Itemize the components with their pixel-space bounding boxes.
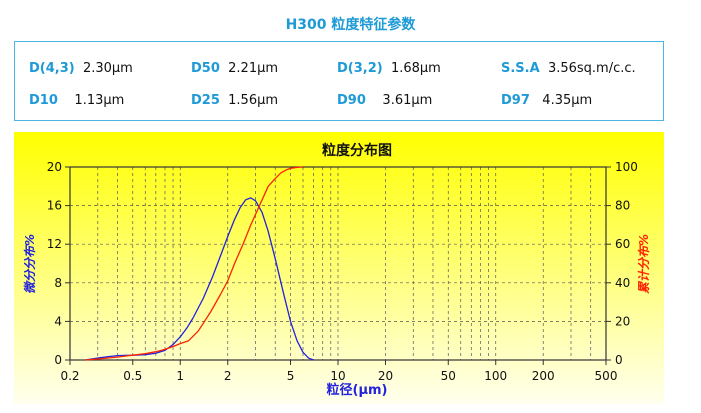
right-y-tick-label: 0 xyxy=(615,353,623,367)
x-tick-label: 100 xyxy=(484,369,507,383)
left-axis-label: 微分分布% xyxy=(23,234,37,294)
param-value: 3.61μm xyxy=(382,93,433,108)
x-tick-label: 5 xyxy=(287,369,295,383)
left-y-tick-label: 0 xyxy=(54,353,62,367)
differential-distribution-line xyxy=(85,197,314,361)
param-d50: D50 2.21μm xyxy=(191,61,278,76)
chart-axes: 0.2 0.5 1 2 5 10 20 50 100 200 5000481216200204060… xyxy=(47,160,638,383)
chart-grid xyxy=(70,167,606,360)
param-key: D97 xyxy=(501,93,530,108)
x-tick-label: 20 xyxy=(378,369,393,383)
left-y-tick-label: 20 xyxy=(47,160,62,174)
left-y-tick-label: 8 xyxy=(54,276,62,290)
x-tick-label: 500 xyxy=(595,369,618,383)
param-value: 1.68μm xyxy=(390,61,441,76)
chart-series xyxy=(85,166,314,361)
param-key: D90 xyxy=(337,93,366,108)
particle-size-chart: 粒度分布图 0.2 0.5 1 2 5 10 20 50 100 200 500 0 4 8 12 16 20 0… xyxy=(14,132,664,404)
left-y-tick-label: 4 xyxy=(54,314,62,328)
param-value: 1.56μm xyxy=(228,93,279,108)
param-key: S.S.A xyxy=(501,61,540,76)
param-value: 3.56sq.m/c.c. xyxy=(547,61,636,76)
right-y-tick-label: 100 xyxy=(615,160,638,174)
x-tick-label: 2 xyxy=(224,369,232,383)
right-y-tick-label: 60 xyxy=(615,237,630,251)
x-tick-label: 1 xyxy=(176,369,184,383)
chart-background xyxy=(14,132,664,404)
param-d90: D90 3.61μm xyxy=(337,93,432,108)
cumulative-distribution-line xyxy=(85,166,304,361)
param-d43: D(4,3) 2.30μm xyxy=(29,61,133,76)
x-axis-label: 粒径(μm) xyxy=(327,382,388,398)
chart-title: 粒度分布图 xyxy=(322,142,392,159)
param-d25: D25 1.56μm xyxy=(191,93,278,108)
right-y-tick-label: 80 xyxy=(615,199,630,213)
param-key: D10 xyxy=(29,93,58,108)
param-key: D(3,2) xyxy=(337,61,383,76)
x-tick-label: 50 xyxy=(441,369,456,383)
param-key: D25 xyxy=(191,93,220,108)
param-key: D50 xyxy=(191,61,220,76)
left-y-tick-label: 16 xyxy=(47,199,62,213)
param-d97: D97 4.35μm xyxy=(501,93,592,108)
parameters-panel: D(4,3) 2.30μm D50 2.21μm D(3,2) 1.68μm S… xyxy=(14,41,664,121)
param-value: 4.35μm xyxy=(542,93,593,108)
x-tick-label: 0.2 xyxy=(60,369,79,383)
param-value: 2.21μm xyxy=(228,61,279,76)
param-value: 2.30μm xyxy=(82,61,133,76)
right-y-tick-label: 40 xyxy=(615,276,630,290)
chart-svg: 粒度分布图 0.2 0.5 1 2 5 10 20 50 100 200 5000481216200… xyxy=(14,132,664,404)
right-axis-label: 累计分布% xyxy=(637,234,651,294)
x-tick-label: 0.5 xyxy=(123,369,142,383)
x-tick-label: 10 xyxy=(330,369,345,383)
param-key: D(4,3) xyxy=(29,61,75,76)
page-title: H300 粒度特征参数 xyxy=(285,17,416,33)
param-d10: D10 1.13μm xyxy=(29,93,124,108)
x-tick-label: 200 xyxy=(532,369,555,383)
param-value: 1.13μm xyxy=(74,93,125,108)
param-ssa: S.S.A 3.56sq.m/c.c. xyxy=(501,61,636,76)
left-y-tick-label: 12 xyxy=(47,237,62,251)
right-y-tick-label: 20 xyxy=(615,314,630,328)
param-d32: D(3,2) 1.68μm xyxy=(337,61,441,76)
